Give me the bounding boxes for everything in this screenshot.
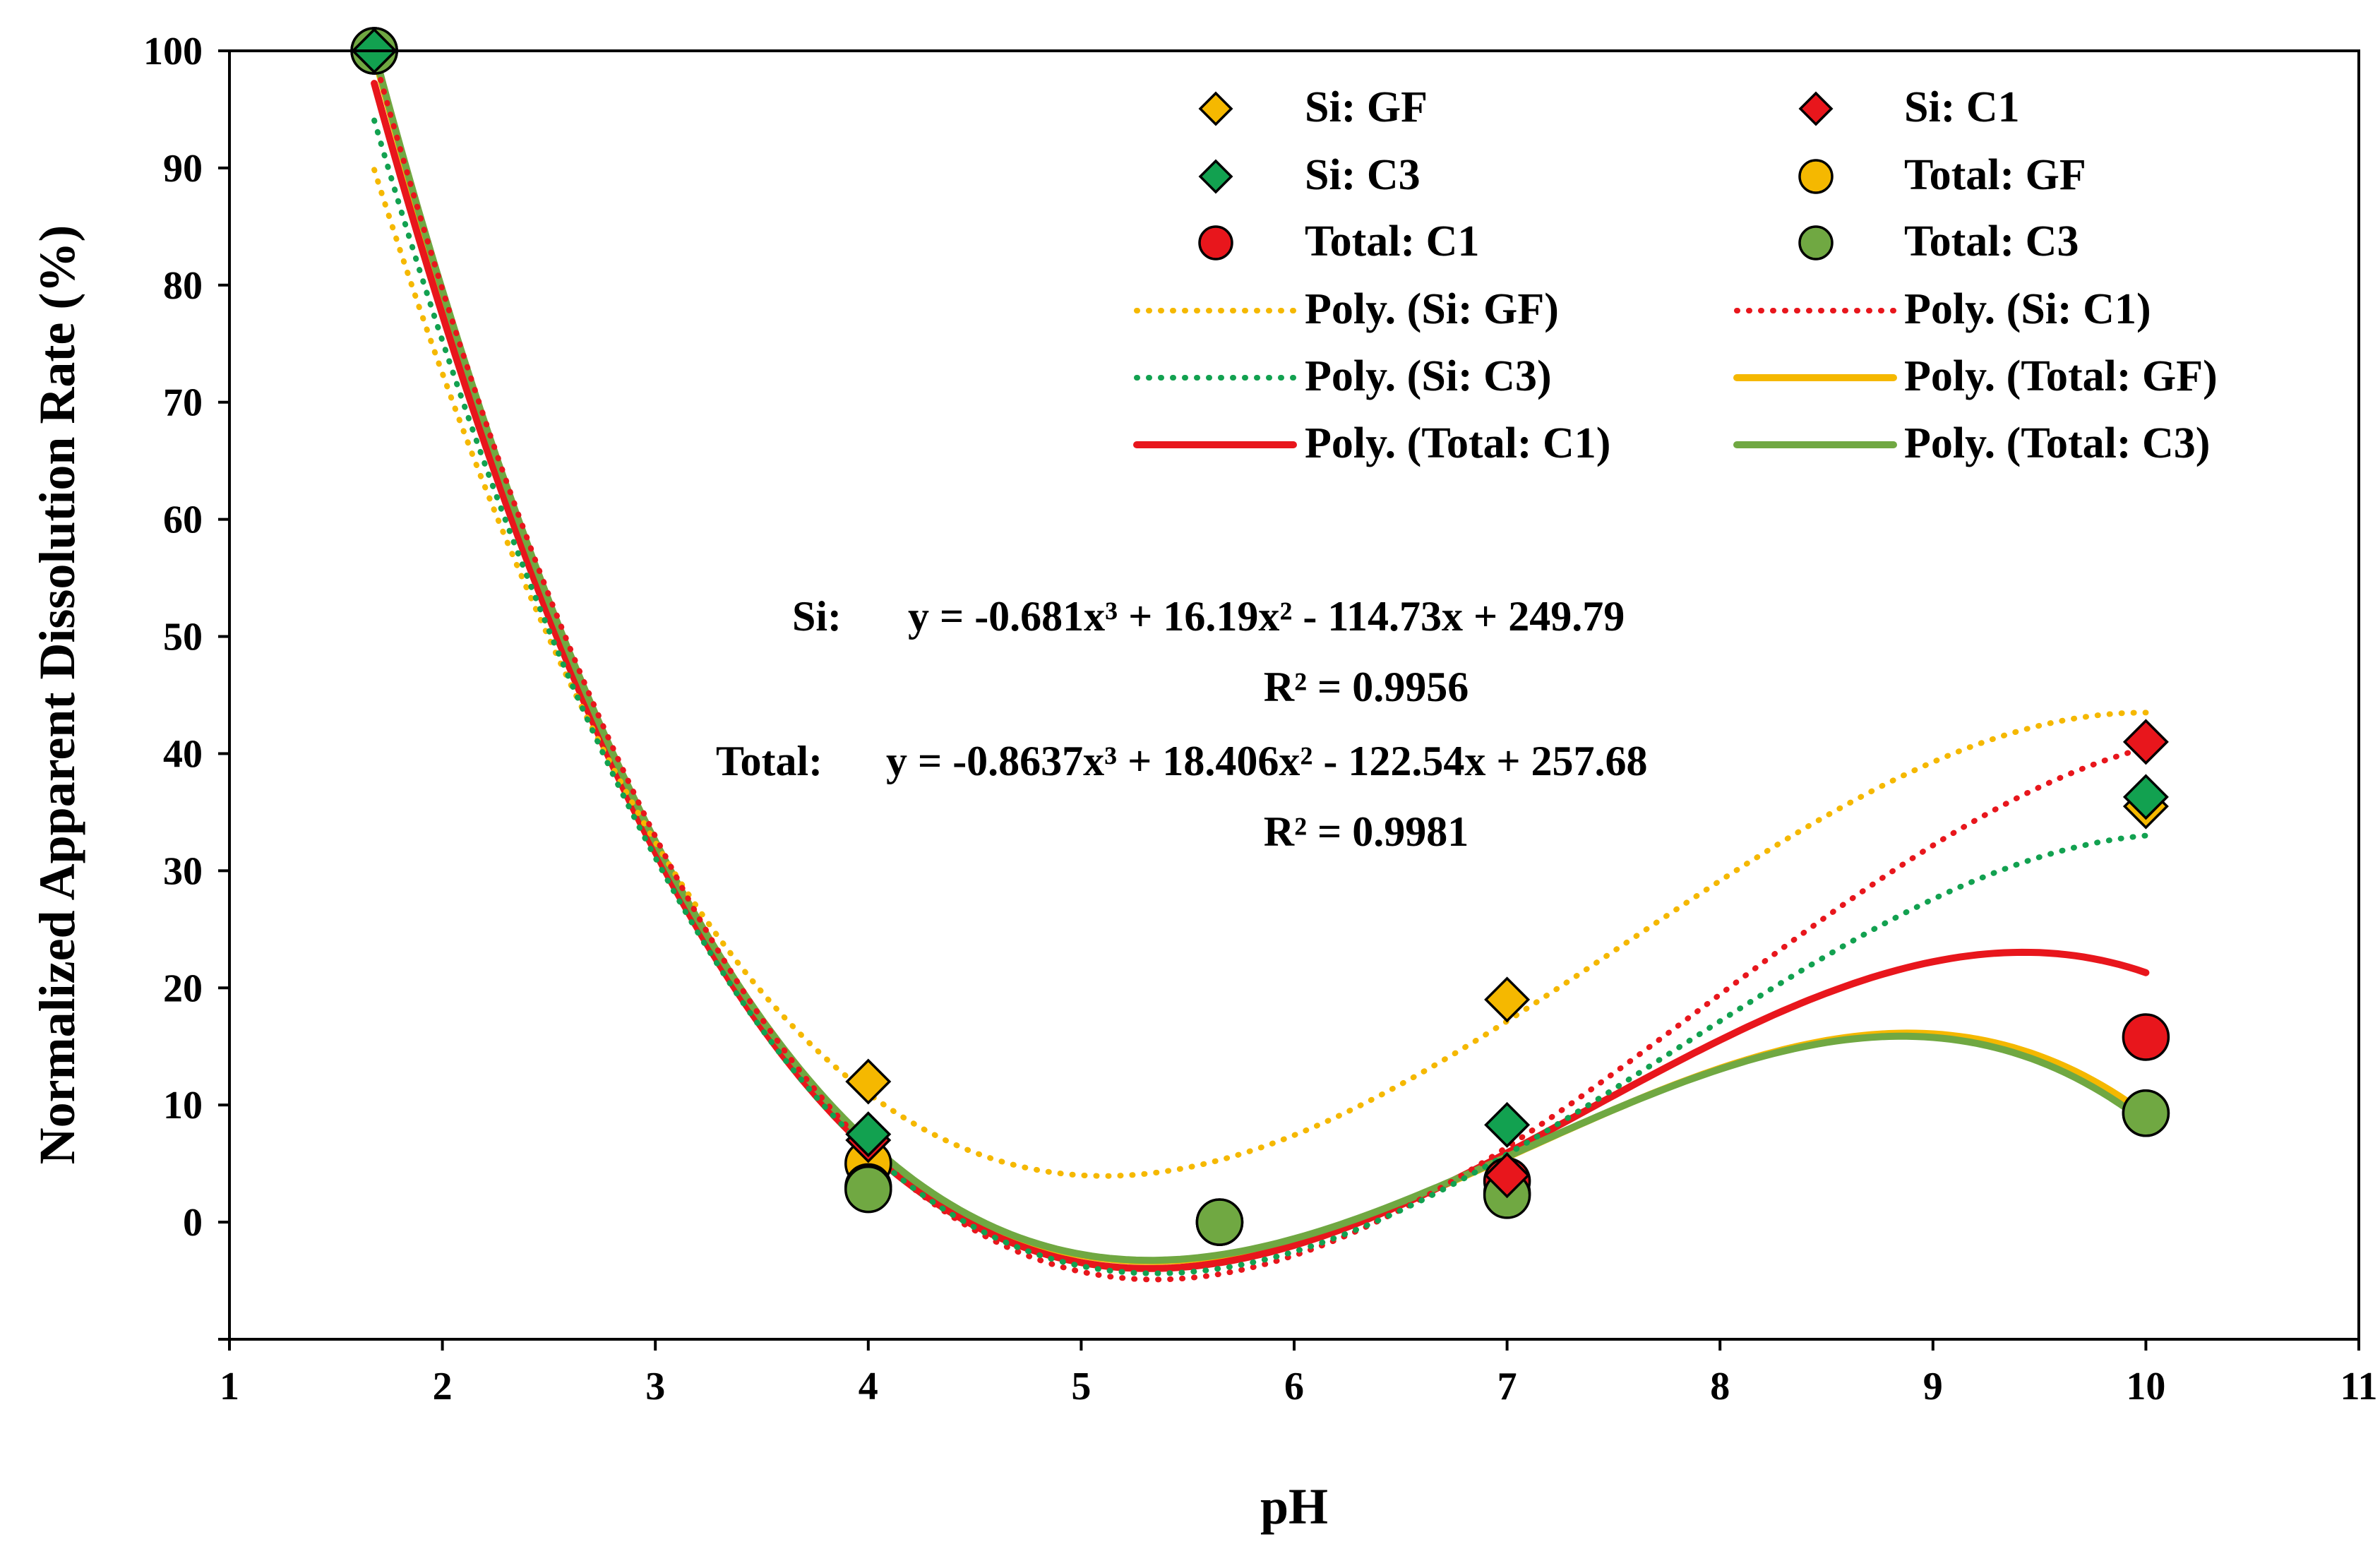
equation-annotations: Si: y = -0.681x³ + 16.19x² - 114.73x + 2… (716, 593, 1648, 855)
x-tick-label-10: 10 (2126, 1365, 2165, 1408)
legend-label-poly-total-c3-: Poly. (Total: C3) (1904, 419, 2210, 467)
axes: 1 2 3 4 5 6 7 8 9 10 11 0 10 20 30 40 50 60 70 80 90 100 (143, 30, 2377, 1408)
trendline-poly-si-c3- (371, 117, 2149, 1276)
point-si-c1-3 (2122, 719, 2169, 765)
x-tick-label-1: 1 (220, 1365, 239, 1408)
legend-swatch-si-c3 (1198, 159, 1233, 194)
point-total-c1-4 (2122, 1013, 2170, 1061)
si-r2: R² = 0.9956 (1264, 664, 1469, 710)
y-tick-label-30: 30 (163, 849, 203, 893)
point-si-c3-1 (845, 1111, 892, 1158)
si-equation: y = -0.681x³ + 16.19x² - 114.73x + 249.7… (908, 593, 1625, 640)
y-tick-label-90: 90 (163, 147, 203, 191)
legend-label-si-c1: Si: C1 (1904, 83, 2020, 131)
y-tick-label-70: 70 (163, 381, 203, 425)
legend-label-total-c3: Total: C3 (1904, 217, 2079, 265)
y-axis-title: Normalized Apparent Dissolution Rate (%) (29, 225, 85, 1165)
legend-label-total-gf: Total: GF (1904, 151, 2086, 199)
trendline-poly-si-gf- (371, 167, 2149, 1179)
y-tick-label-100: 100 (143, 30, 203, 73)
y-tick-label-40: 40 (163, 732, 203, 776)
y-tick-label-50: 50 (163, 616, 203, 659)
x-tick-label-6: 6 (1284, 1365, 1304, 1408)
x-tick-label-7: 7 (1497, 1365, 1517, 1408)
y-tick-label-10: 10 (163, 1084, 203, 1127)
legend-label-si-c3: Si: C3 (1305, 151, 1421, 199)
total-r2: R² = 0.9981 (1264, 808, 1469, 855)
x-tick-label-2: 2 (433, 1365, 453, 1408)
point-total-c3-4 (2122, 1089, 2170, 1137)
point-si-c3-2 (1484, 1101, 1531, 1148)
y-tick-label-60: 60 (163, 498, 203, 542)
y-tick-label-20: 20 (163, 966, 203, 1010)
trendline-poly-total-gf- (371, 51, 2150, 1265)
trendline-poly-total-c1- (371, 80, 2150, 1272)
legend-label-poly-si-c1-: Poly. (Si: C1) (1904, 285, 2151, 333)
point-si-gf-2 (1484, 976, 1531, 1023)
x-tick-label-8: 8 (1710, 1365, 1730, 1408)
legend-swatch-si-gf (1198, 91, 1233, 126)
legend-label-poly-total-gf-: Poly. (Total: GF) (1904, 352, 2218, 400)
x-tick-label-3: 3 (645, 1365, 665, 1408)
legend: Si: GF Si: C1 Si: C3 Total: GF Total: C1 Tota… (1133, 83, 2218, 467)
trendline-poly-total-c3- (371, 47, 2150, 1264)
legend-label-poly-si-gf-: Poly. (Si: GF) (1305, 285, 1559, 333)
x-tick-label-9: 9 (1923, 1365, 1943, 1408)
si-label: Si: (792, 593, 842, 640)
data-points (350, 27, 2170, 1246)
legend-label-poly-si-c3-: Poly. (Si: C3) (1305, 352, 1552, 400)
point-si-c1-2 (1484, 1152, 1531, 1199)
total-equation: y = -0.8637x³ + 18.406x² - 122.54x + 257… (886, 738, 1648, 784)
legend-swatch-total-c3 (1798, 225, 1834, 261)
legend-swatch-total-c1 (1198, 225, 1233, 261)
legend-label-si-gf: Si: GF (1305, 83, 1428, 131)
point-si-gf-1 (845, 1058, 892, 1105)
trendline-poly-si-c1- (371, 54, 2149, 1283)
legend-label-poly-total-c1-: Poly. (Total: C1) (1305, 419, 1610, 467)
y-tick-label-80: 80 (163, 264, 203, 308)
x-tick-label-11: 11 (2340, 1365, 2378, 1408)
x-axis-title: pH (1260, 1478, 1328, 1535)
trendlines (371, 47, 2150, 1283)
y-tick-label-0: 0 (183, 1201, 203, 1245)
total-label: Total: (716, 738, 823, 784)
point-si-c3-3 (2122, 774, 2169, 820)
x-tick-label-5: 5 (1071, 1365, 1091, 1408)
x-tick-label-4: 4 (859, 1365, 878, 1408)
legend-label-total-c1: Total: C1 (1305, 217, 1479, 265)
point-total-c3-2 (1195, 1198, 1244, 1246)
legend-swatch-si-c1 (1798, 91, 1834, 126)
legend-swatch-total-gf (1798, 159, 1834, 194)
point-total-c3-1 (844, 1165, 892, 1214)
